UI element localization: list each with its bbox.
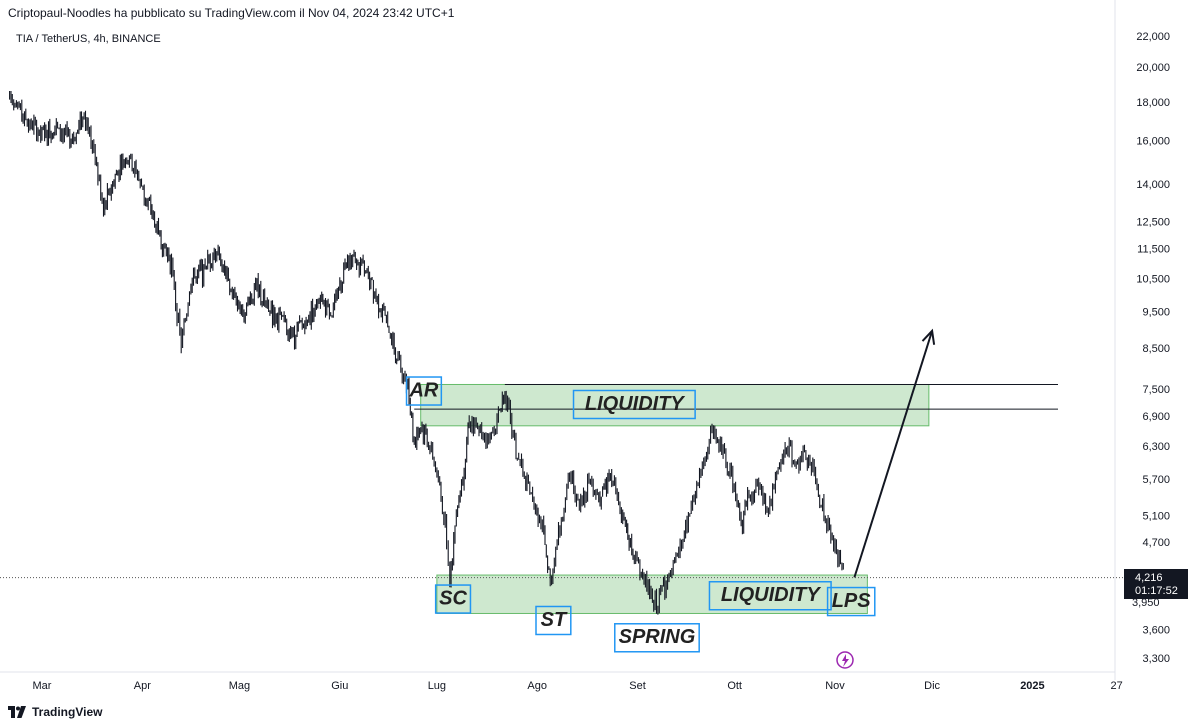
brand-name: TradingView [32,705,103,719]
y-tick-label: 3,300 [1142,653,1170,665]
tradingview-footer[interactable]: TradingView [8,705,102,719]
y-axis[interactable]: 22,000 20,000 18,000 16,000 14,000 12,500 11,5… [1114,0,1170,680]
projection-arrow [853,330,934,578]
y-tick-label: 11,500 [1137,244,1170,256]
y-tick-label: 3,600 [1142,624,1170,636]
y-tick-label: 9,500 [1142,306,1170,318]
x-tick-label: Lug [428,680,446,692]
annotation-box-1 [572,389,696,420]
current-price-partial: 3,950 [1132,597,1160,609]
y-tick-label: 5,100 [1142,510,1170,522]
y-tick-label: 10,500 [1136,274,1170,286]
annotation-sc-2[interactable]: SC [439,587,467,609]
y-tick-label: 18,000 [1136,97,1170,109]
x-tick-label: Mar [33,680,52,692]
x-tick-label: 2025 [1020,680,1044,692]
current-price-tag: 3,950 4,216 01:17:52 [1124,569,1188,609]
annotation-box-4 [614,623,700,653]
annotations-layer: AR LIQUIDITY SC ST SPRING LIQUIDITY LPS [405,328,936,653]
annotation-box-3 [535,605,572,636]
y-tick-label: 14,000 [1136,179,1170,191]
projection-arrow-head [921,328,936,345]
current-price-value: 4,216 [1135,572,1163,584]
candles-layer [9,91,844,615]
annotation-spring-4[interactable]: SPRING [619,626,696,648]
x-tick-label: Nov [825,680,845,692]
current-price-countdown: 01:17:52 [1135,585,1178,597]
y-tick-label: 20,000 [1136,62,1170,74]
candlestick-series [9,91,844,615]
annotation-lps-6[interactable]: LPS [832,590,872,612]
annotation-box-5 [708,580,832,611]
annotation-box-0 [405,376,443,406]
x-tick-label: Ott [727,680,742,692]
annotation-liquidity-1[interactable]: LIQUIDITY [585,393,686,415]
annotation-liquidity-5[interactable]: LIQUIDITY [721,584,822,606]
y-tick-label: 6,300 [1142,441,1170,453]
y-tick-label: 7,500 [1142,384,1170,396]
annotation-ar-0[interactable]: AR [408,379,438,401]
y-tick-label: 5,700 [1142,474,1170,486]
current-price-bg [1124,569,1188,599]
x-tick-label: 27 [1110,680,1122,692]
x-tick-label: Apr [134,680,151,692]
annotation-box-6 [826,586,876,617]
tradingview-logo-icon [8,706,26,718]
y-tick-label: 6,900 [1142,411,1170,423]
x-axis[interactable]: Mar Apr Mag Giu Lug Ago Set Ott Nov Dic 2025 27 [0,671,1123,692]
x-tick-label: Ago [527,680,547,692]
y-tick-label: 4,700 [1142,537,1170,549]
symbol-legend: TIA / TetherUS, 4h, BINANCE [16,33,161,45]
y-tick-label: 8,500 [1142,343,1170,355]
annotation-st-3[interactable]: ST [541,609,568,631]
y-tick-label: 22,000 [1136,31,1170,43]
y-tick-label: 16,000 [1136,135,1170,147]
x-tick-label: Set [629,680,646,692]
y-tick-label: 12,500 [1136,216,1170,228]
publisher-header: Criptopaul-Noodles ha pubblicato su Trad… [8,6,455,20]
x-tick-label: Giu [331,680,348,692]
lines-layer [0,383,1124,579]
x-tick-label: Dic [924,680,940,692]
annotation-box-2 [434,584,472,614]
x-tick-label: Mag [229,680,250,692]
lightning-icon[interactable] [836,651,854,669]
